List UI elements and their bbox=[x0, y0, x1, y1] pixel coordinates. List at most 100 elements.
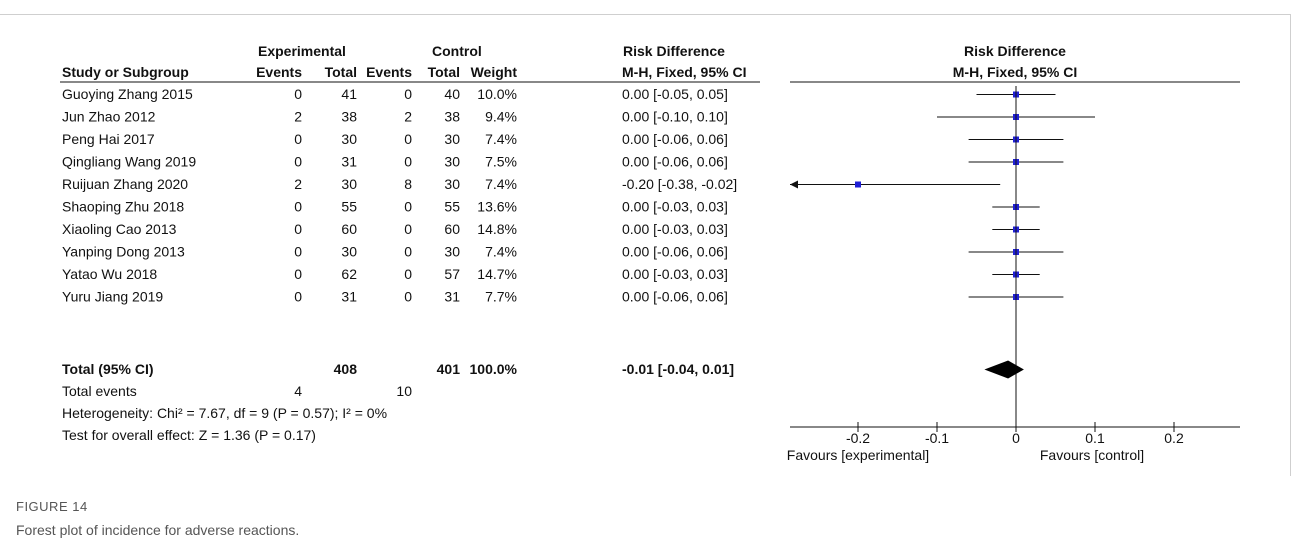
exp-events-cell: 0 bbox=[294, 221, 302, 237]
ctl-events-cell: 0 bbox=[404, 244, 412, 260]
forest-plot: Experimental Control Risk Difference Ris… bbox=[60, 43, 1240, 463]
exp-events-cell: 0 bbox=[294, 131, 302, 147]
exp-events-cell: 0 bbox=[294, 86, 302, 102]
heterogeneity-text: Heterogeneity: Chi² = 7.67, df = 9 (P = … bbox=[62, 405, 387, 421]
plot-subtitle: M-H, Fixed, 95% CI bbox=[953, 64, 1077, 80]
x-tick-label: -0.2 bbox=[846, 430, 870, 446]
total-exp-total: 408 bbox=[334, 361, 358, 377]
study-rows: Guoying Zhang 2015 0 41 0 40 10.0% 0.00 [-0.05… bbox=[62, 86, 737, 305]
overall-effect-text: Test for overall effect: Z = 1.36 (P = 0… bbox=[62, 427, 316, 443]
header-ctl-total: Total bbox=[428, 64, 460, 80]
total-events-label: Total events bbox=[62, 383, 137, 399]
ctl-total-cell: 57 bbox=[444, 266, 460, 282]
plot-marks bbox=[790, 86, 1095, 430]
ctl-events-cell: 8 bbox=[404, 176, 412, 192]
exp-events-cell: 0 bbox=[294, 154, 302, 170]
table-header: Experimental Control Risk Difference Ris… bbox=[60, 43, 1240, 83]
total-ci: -0.01 [-0.04, 0.01] bbox=[622, 361, 734, 377]
ctl-total-cell: 30 bbox=[444, 154, 460, 170]
table-row: Yanping Dong 2013 0 30 0 30 7.4% 0.00 [-0.06, … bbox=[62, 244, 728, 260]
exp-events-cell: 0 bbox=[294, 199, 302, 215]
study-name: Peng Hai 2017 bbox=[62, 131, 155, 147]
x-tick-label: 0.1 bbox=[1085, 430, 1105, 446]
plot-title: Risk Difference bbox=[964, 43, 1066, 59]
weight-cell: 14.7% bbox=[477, 266, 517, 282]
header-weight: Weight bbox=[471, 64, 518, 80]
exp-events-cell: 0 bbox=[294, 266, 302, 282]
exp-total-cell: 31 bbox=[341, 154, 357, 170]
ci-cell: 0.00 [-0.05, 0.05] bbox=[622, 86, 728, 102]
x-label-left: Favours [experimental] bbox=[787, 447, 929, 463]
x-tick-label: 0.2 bbox=[1164, 430, 1184, 446]
ctl-total-cell: 30 bbox=[444, 176, 460, 192]
x-axis: -0.2 -0.1 0 0.1 0.2 bbox=[790, 422, 1240, 446]
table-row: Ruijuan Zhang 2020 2 30 8 30 7.4% -0.20 [-0.38… bbox=[62, 176, 737, 192]
weight-cell: 7.4% bbox=[485, 176, 517, 192]
table-row: Jun Zhao 2012 2 38 2 38 9.4% 0.00 [-0.10, 0.10… bbox=[62, 109, 728, 125]
x-tick-label: -0.1 bbox=[925, 430, 949, 446]
exp-total-cell: 30 bbox=[341, 131, 357, 147]
ci-cell: 0.00 [-0.03, 0.03] bbox=[622, 266, 728, 282]
header-experimental: Experimental bbox=[258, 43, 346, 59]
table-row: Shaoping Zhu 2018 0 55 0 55 13.6% 0.00 [-0.03,… bbox=[62, 199, 728, 215]
exp-total-cell: 55 bbox=[341, 199, 357, 215]
x-label-right: Favours [control] bbox=[1040, 447, 1144, 463]
header-exp-events: Events bbox=[256, 64, 302, 80]
ctl-events-cell: 0 bbox=[404, 266, 412, 282]
ctl-total-cell: 30 bbox=[444, 244, 460, 260]
ci-cell: 0.00 [-0.06, 0.06] bbox=[622, 131, 728, 147]
exp-events-cell: 0 bbox=[294, 289, 302, 305]
ctl-total-cell: 60 bbox=[444, 221, 460, 237]
header-method: M-H, Fixed, 95% CI bbox=[622, 64, 746, 80]
ctl-total-cell: 38 bbox=[444, 109, 460, 125]
total-section: Total (95% CI) 408 401 100.0% -0.01 [-0.… bbox=[62, 361, 734, 443]
ctl-total-cell: 40 bbox=[444, 86, 460, 102]
point-estimate bbox=[855, 181, 861, 188]
weight-cell: 13.6% bbox=[477, 199, 517, 215]
ctl-events-cell: 0 bbox=[404, 86, 412, 102]
weight-cell: 7.5% bbox=[485, 154, 517, 170]
total-ctl-total: 401 bbox=[437, 361, 461, 377]
study-name: Yanping Dong 2013 bbox=[62, 244, 185, 260]
weight-cell: 7.4% bbox=[485, 131, 517, 147]
table-row: Xiaoling Cao 2013 0 60 0 60 14.8% 0.00 [-0.03,… bbox=[62, 221, 728, 237]
study-name: Yatao Wu 2018 bbox=[62, 266, 157, 282]
study-name: Ruijuan Zhang 2020 bbox=[62, 176, 188, 192]
exp-total-cell: 38 bbox=[341, 109, 357, 125]
study-name: Xiaoling Cao 2013 bbox=[62, 221, 177, 237]
header-risk-difference: Risk Difference bbox=[623, 43, 725, 59]
table-row: Qingliang Wang 2019 0 31 0 30 7.5% 0.00 [-0.06… bbox=[62, 154, 728, 170]
weight-cell: 7.7% bbox=[485, 289, 517, 305]
exp-total-cell: 31 bbox=[341, 289, 357, 305]
total-events-exp: 4 bbox=[294, 383, 302, 399]
ctl-events-cell: 0 bbox=[404, 154, 412, 170]
x-tick-label: 0 bbox=[1012, 430, 1020, 446]
ci-arrow-left bbox=[790, 180, 798, 189]
exp-total-cell: 60 bbox=[341, 221, 357, 237]
table-row: Yatao Wu 2018 0 62 0 57 14.7% 0.00 [-0.03, 0.0… bbox=[62, 266, 728, 282]
pooled-diamond bbox=[984, 360, 1024, 379]
figure-caption: Forest plot of incidence for adverse rea… bbox=[16, 522, 300, 538]
exp-total-cell: 62 bbox=[341, 266, 357, 282]
figure-frame bbox=[0, 14, 1291, 476]
header-control: Control bbox=[432, 43, 482, 59]
table-row: Guoying Zhang 2015 0 41 0 40 10.0% 0.00 [-0.05… bbox=[62, 86, 728, 102]
weight-cell: 9.4% bbox=[485, 109, 517, 125]
ctl-total-cell: 55 bbox=[444, 199, 460, 215]
exp-total-cell: 41 bbox=[341, 86, 357, 102]
study-name: Qingliang Wang 2019 bbox=[62, 154, 196, 170]
header-study: Study or Subgroup bbox=[62, 64, 189, 80]
header-ctl-events: Events bbox=[366, 64, 412, 80]
ci-cell: 0.00 [-0.03, 0.03] bbox=[622, 221, 728, 237]
exp-total-cell: 30 bbox=[341, 176, 357, 192]
total-weight: 100.0% bbox=[470, 361, 518, 377]
study-name: Guoying Zhang 2015 bbox=[62, 86, 193, 102]
exp-total-cell: 30 bbox=[341, 244, 357, 260]
table-row: Yuru Jiang 2019 0 31 0 31 7.7% 0.00 [-0.06, 0.… bbox=[62, 289, 728, 305]
ci-cell: -0.20 [-0.38, -0.02] bbox=[622, 176, 737, 192]
ci-cell: 0.00 [-0.06, 0.06] bbox=[622, 244, 728, 260]
total-label: Total (95% CI) bbox=[62, 361, 154, 377]
ci-cell: 0.00 [-0.06, 0.06] bbox=[622, 154, 728, 170]
ctl-total-cell: 30 bbox=[444, 131, 460, 147]
ci-cell: 0.00 [-0.06, 0.06] bbox=[622, 289, 728, 305]
